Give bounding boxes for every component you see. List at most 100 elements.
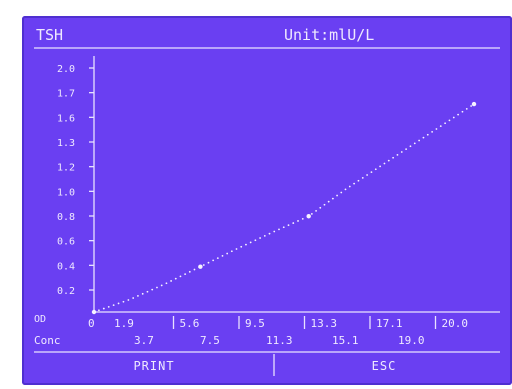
curve-dot xyxy=(282,226,285,229)
curve-dot xyxy=(184,273,187,276)
curve-dot xyxy=(202,264,205,266)
curve-dot xyxy=(387,159,390,162)
curve-dot xyxy=(340,191,343,194)
curve-dot xyxy=(117,302,120,305)
x-tick-label: 19.0 xyxy=(398,334,425,347)
curve-dot xyxy=(431,130,434,133)
curve-dot xyxy=(413,142,416,145)
calibration-point xyxy=(91,309,97,315)
curve-dot xyxy=(327,200,330,203)
print-button-label: PRINT xyxy=(133,359,174,373)
curve-dot xyxy=(278,228,280,231)
x-tick-label: 1.9 xyxy=(114,317,134,330)
curve-dot xyxy=(132,297,135,299)
curve-dot xyxy=(315,209,317,212)
curve-dot xyxy=(461,110,464,113)
curve-dot xyxy=(193,268,196,271)
calibration-curve-display: TSH Unit:mlU/L 2.0 1.7 1.6 1.3 1.2 1.0 0.8 0.6 0… xyxy=(34,26,500,376)
curve-dot xyxy=(301,217,304,220)
curve-dot xyxy=(448,119,451,122)
curve-dot xyxy=(297,220,299,222)
y-tick-label: 1.6 xyxy=(57,113,75,124)
curve-dot xyxy=(452,116,455,119)
x-tick-label: 20.0 xyxy=(442,317,469,330)
curve-dot xyxy=(319,206,322,209)
curve-dot xyxy=(122,300,125,303)
x-tick-label: 5.6 xyxy=(180,317,200,330)
unit-label: Unit:mlU/L xyxy=(284,26,374,44)
curve-dot xyxy=(353,182,356,185)
y-tick-label: 0.4 xyxy=(57,261,75,272)
x-tick-label: 7.5 xyxy=(200,334,220,347)
curve-dot xyxy=(127,299,130,301)
curve-dot xyxy=(179,275,182,278)
curve-dot xyxy=(254,239,257,242)
curve-dot xyxy=(98,309,100,312)
curve-dot xyxy=(245,243,247,246)
curve-dot xyxy=(392,156,395,159)
curve-dot xyxy=(216,257,219,260)
y-tick-label: 1.0 xyxy=(57,187,75,198)
curve-dot xyxy=(405,148,408,151)
curve-dot xyxy=(439,125,442,128)
print-button[interactable]: PRINT xyxy=(36,354,270,376)
curve-dot xyxy=(323,203,326,206)
curve-dot xyxy=(160,284,163,287)
y-tick-label: 0.8 xyxy=(57,212,75,223)
curve-dot xyxy=(112,304,115,307)
y-tick-label: 0.6 xyxy=(57,237,75,248)
curve-dot xyxy=(336,194,338,197)
curve-dot xyxy=(170,280,173,282)
curve-dot xyxy=(357,179,360,182)
curve-dot xyxy=(188,270,191,273)
curve-dot xyxy=(141,292,144,295)
curve-dot xyxy=(287,224,290,227)
curve-dot xyxy=(240,245,243,248)
curve-dot xyxy=(212,259,215,262)
curve-dot xyxy=(292,222,295,224)
lcd-screen: TSH Unit:mlU/L 2.0 1.7 1.6 1.3 1.2 1.0 0.8 0.6 0… xyxy=(22,16,512,385)
curve-dot xyxy=(156,286,158,289)
curve-dot xyxy=(379,165,382,168)
curve-dot xyxy=(444,122,447,125)
curve-dot xyxy=(174,277,177,280)
curve-dot xyxy=(465,107,468,110)
curve-dot xyxy=(361,176,364,179)
curve-dot xyxy=(409,145,412,148)
calibration-point xyxy=(471,101,477,107)
y-tick-label: 1.7 xyxy=(57,89,75,100)
curve-dot xyxy=(107,305,110,308)
x-tick-label: 13.3 xyxy=(311,317,338,330)
x-tick-label: 3.7 xyxy=(134,334,154,347)
curve-dot xyxy=(426,133,429,136)
y-axis-label: OD xyxy=(34,314,46,325)
curve-dot xyxy=(344,188,347,191)
x-axis-label: Conc xyxy=(34,334,61,347)
curve-dot xyxy=(221,254,224,257)
curve-dot xyxy=(151,288,154,291)
curve-dot xyxy=(102,307,105,310)
x-tick-label: 15.1 xyxy=(332,334,359,347)
curve-dot xyxy=(226,252,229,255)
curve-dot xyxy=(418,139,421,142)
calibration-point xyxy=(198,264,203,269)
curve-dot xyxy=(457,113,460,116)
y-tick-label: 2.0 xyxy=(57,64,75,75)
curve-dot xyxy=(383,162,386,165)
curve-dot xyxy=(374,168,377,171)
curve-dot xyxy=(348,185,351,188)
curve-dot xyxy=(165,282,168,285)
curve-dot xyxy=(235,248,238,250)
esc-button[interactable]: ESC xyxy=(278,354,498,376)
curve-dot xyxy=(230,250,233,253)
x-tick-label: 9.5 xyxy=(245,317,265,330)
assay-name: TSH xyxy=(36,26,63,44)
x-tick-label: 17.1 xyxy=(376,317,403,330)
curve-dot xyxy=(137,295,139,297)
curve-dot xyxy=(207,261,210,264)
curve-dot xyxy=(146,290,149,293)
curve-dot xyxy=(422,136,425,139)
y-tick-label: 0.2 xyxy=(57,286,75,297)
esc-button-label: ESC xyxy=(372,359,397,373)
y-tick-label: 1.2 xyxy=(57,163,75,174)
